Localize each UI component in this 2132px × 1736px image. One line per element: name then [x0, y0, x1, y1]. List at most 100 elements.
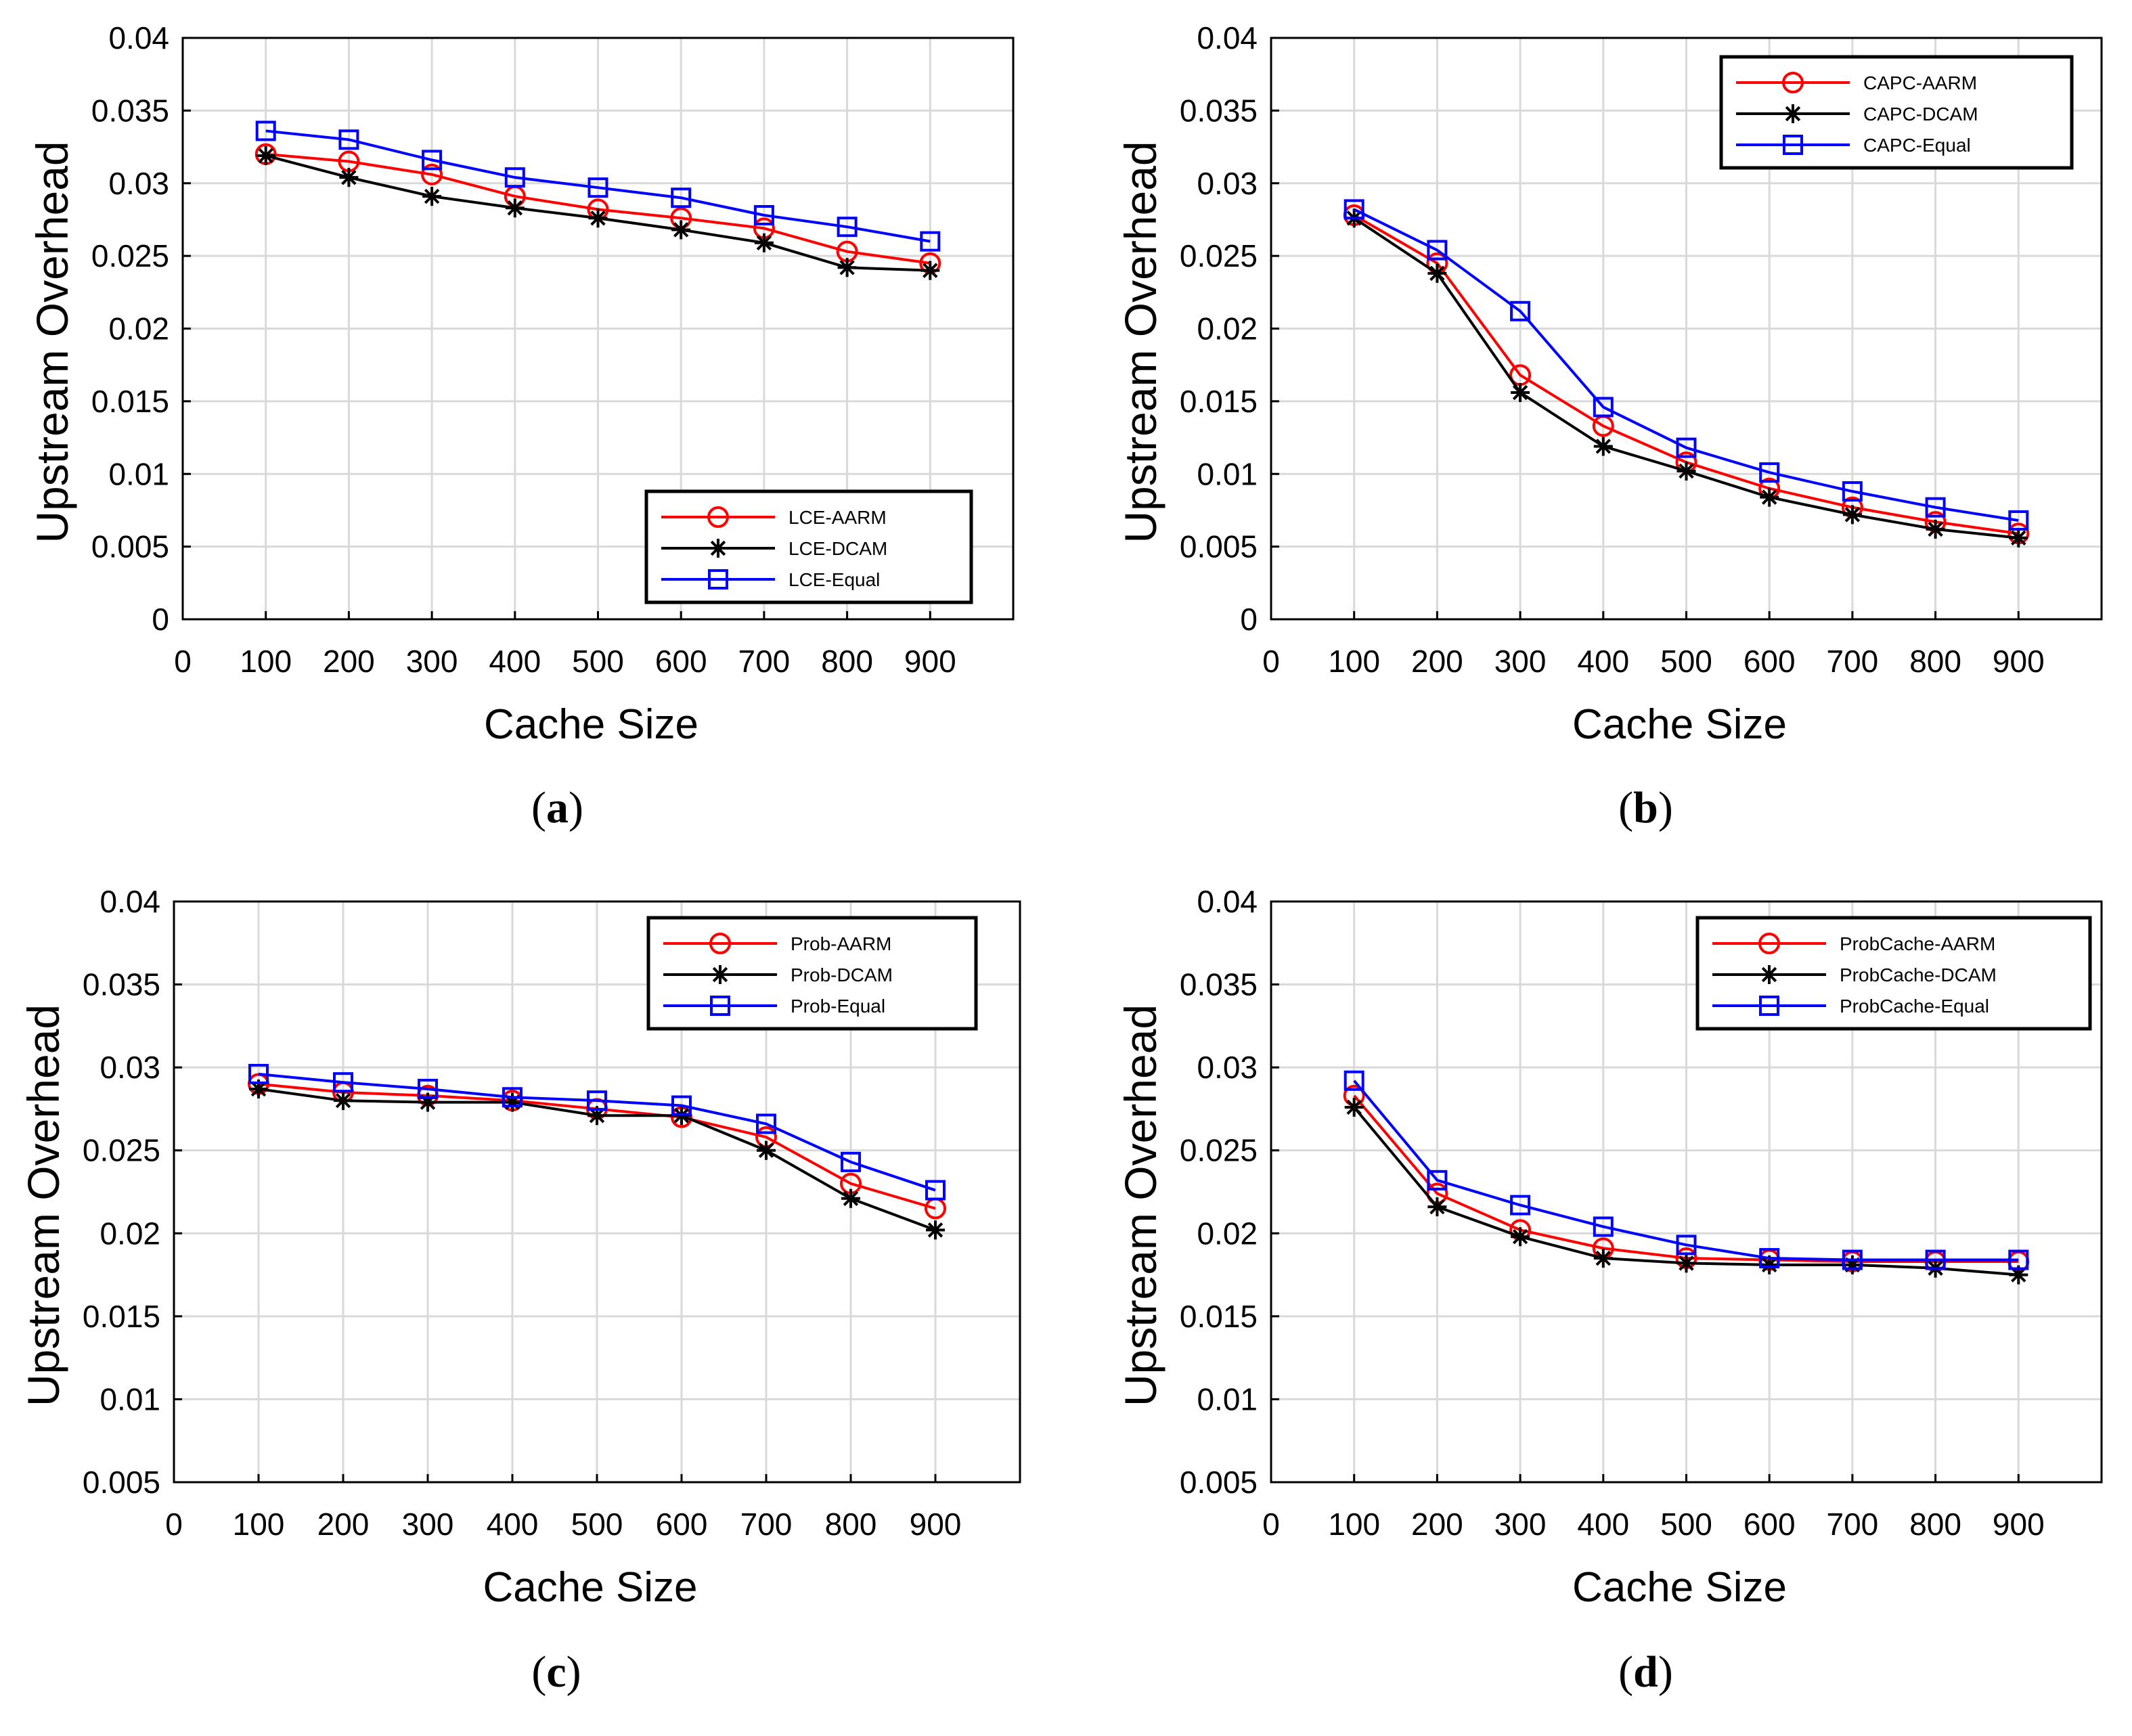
data-point-CAPC-DCAM — [1926, 519, 1945, 539]
data-point-ProbCache-DCAM — [1593, 1249, 1613, 1268]
legend-label: ProbCache-AARM — [1840, 933, 1995, 954]
data-point-LCE-Equal — [671, 187, 692, 208]
chart-panel-b: 0 100 200 300 400 500 600 700 800 900 0 0.005 0.01 0.… — [1115, 20, 2103, 832]
legend-label: CAPC-AARM — [1863, 72, 1977, 93]
data-point-ProbCache-DCAM — [1511, 1227, 1530, 1247]
data-point-LCE-Equal — [920, 231, 941, 252]
data-point-CAPC-Equal — [2008, 510, 2029, 531]
x-tick-label: 300 — [402, 1507, 454, 1542]
legend-marker — [711, 965, 730, 984]
data-point-LCE-DCAM — [339, 168, 359, 187]
y-tick-label: 0.035 — [83, 967, 160, 1002]
data-point-LCE-Equal — [753, 204, 774, 225]
y-tick-label: 0.02 — [1197, 311, 1258, 347]
data-point-Prob-DCAM — [249, 1080, 268, 1099]
y-tick-label: 0.015 — [1180, 384, 1258, 419]
x-tick-label: 500 — [572, 644, 624, 679]
x-tick-label: 400 — [1577, 644, 1629, 679]
x-tick-label: 500 — [571, 1507, 623, 1542]
y-tick-label: 0 — [1240, 602, 1258, 637]
x-tick-label: 100 — [240, 644, 292, 679]
data-point-CAPC-DCAM — [1760, 487, 1779, 507]
legend: Prob-AARM Prob-DCAM Prob-Equal — [646, 916, 978, 1031]
data-point-Prob-Equal — [333, 1072, 353, 1093]
x-tick-label: 600 — [656, 1507, 708, 1542]
y-axis-label: Upstream Overhead — [1115, 141, 1165, 543]
data-point-CAPC-Equal — [1676, 437, 1697, 458]
panel-caption: (b) — [1618, 783, 1673, 832]
data-point-ProbCache-DCAM — [2009, 1265, 2028, 1285]
data-point-Prob-DCAM — [503, 1092, 522, 1112]
y-tick-label: 0.02 — [99, 1216, 160, 1251]
y-tick-label: 0.03 — [1197, 166, 1258, 201]
y-axis-label: Upstream Overhead — [27, 141, 77, 543]
legend-label: ProbCache-Equal — [1840, 996, 1989, 1017]
chart-panel-c: 0 100 200 300 400 500 600 700 800 900 0.005 0.01 0.0… — [18, 884, 1021, 1697]
data-point-LCE-DCAM — [920, 261, 940, 280]
legend-marker — [708, 569, 728, 589]
data-point-LCE-DCAM — [505, 198, 525, 218]
chart-panel-d: 0 100 200 300 400 500 600 700 800 900 0.005 0.01 0.0… — [1115, 884, 2103, 1697]
data-point-Prob-Equal — [248, 1063, 269, 1084]
y-tick-label: 0.03 — [99, 1050, 160, 1085]
y-tick-label: 0.005 — [1180, 1465, 1258, 1500]
panel-caption: (a) — [531, 783, 583, 832]
data-point-Prob-DCAM — [926, 1220, 945, 1240]
data-point-Prob-DCAM — [418, 1092, 437, 1112]
data-point-Prob-Equal — [418, 1079, 438, 1100]
series-line-ProbCache-Equal — [1353, 1080, 2019, 1262]
x-tick-label: 0 — [1262, 1507, 1280, 1542]
x-axis-label: Cache Size — [484, 701, 698, 748]
data-point-Prob-Equal — [671, 1095, 692, 1116]
x-tick-label: 700 — [738, 644, 791, 679]
x-tick-label: 400 — [487, 1507, 539, 1542]
data-point-CAPC-Equal — [1925, 497, 1946, 518]
data-point-CAPC-Equal — [1759, 462, 1780, 483]
data-point-ProbCache-DCAM — [1344, 1097, 1364, 1117]
y-tick-label: 0.03 — [108, 166, 169, 201]
legend: ProbCache-AARM ProbCache-DCAM ProbCache-Eq… — [1695, 916, 2092, 1031]
data-point-Prob-Equal — [756, 1113, 776, 1134]
legend-label: Prob-Equal — [791, 996, 885, 1017]
data-point-CAPC-DCAM — [1593, 437, 1613, 456]
data-point-ProbCache-Equal — [1759, 1248, 1780, 1269]
y-tick-label: 0 — [152, 602, 169, 637]
y-tick-label: 0.025 — [1180, 1133, 1258, 1168]
data-point-CAPC-Equal — [1842, 481, 1863, 502]
data-point-LCE-Equal — [587, 177, 608, 198]
x-tick-label: 100 — [1328, 1507, 1380, 1542]
x-tick-label: 700 — [740, 1507, 793, 1542]
data-point-CAPC-DCAM — [1511, 382, 1530, 402]
data-point-CAPC-DCAM — [1427, 263, 1447, 283]
legend-label: Prob-DCAM — [791, 964, 893, 985]
data-point-LCE-DCAM — [754, 233, 774, 252]
x-tick-label: 700 — [1827, 644, 1879, 679]
y-tick-label: 0.02 — [108, 311, 169, 347]
panel-caption: (c) — [531, 1647, 581, 1697]
legend-label: LCE-AARM — [789, 507, 887, 528]
x-tick-label: 800 — [1909, 644, 1961, 679]
legend-marker — [1783, 104, 1802, 123]
data-point-ProbCache-Equal — [1343, 1070, 1364, 1091]
x-tick-label: 200 — [317, 1507, 370, 1542]
data-point-Prob-DCAM — [334, 1091, 353, 1111]
legend-label: ProbCache-DCAM — [1840, 964, 1997, 985]
x-tick-label: 300 — [1494, 644, 1547, 679]
data-point-CAPC-Equal — [1343, 199, 1364, 220]
data-point-ProbCache-Equal — [1510, 1195, 1531, 1216]
data-point-ProbCache-Equal — [1925, 1249, 1946, 1270]
x-axis-label: Cache Size — [1572, 701, 1787, 748]
data-point-LCE-Equal — [255, 120, 276, 141]
legend-marker — [709, 539, 728, 558]
x-tick-label: 800 — [821, 644, 873, 679]
x-tick-label: 400 — [1577, 1507, 1629, 1542]
data-point-ProbCache-DCAM — [1760, 1255, 1779, 1274]
data-point-LCE-DCAM — [422, 187, 442, 206]
x-tick-label: 800 — [825, 1507, 877, 1542]
data-point-LCE-DCAM — [256, 146, 275, 165]
y-tick-label: 0.035 — [91, 93, 169, 128]
data-point-ProbCache-DCAM — [1676, 1253, 1696, 1273]
data-point-LCE-Equal — [422, 150, 443, 171]
x-tick-label: 500 — [1660, 1507, 1712, 1542]
